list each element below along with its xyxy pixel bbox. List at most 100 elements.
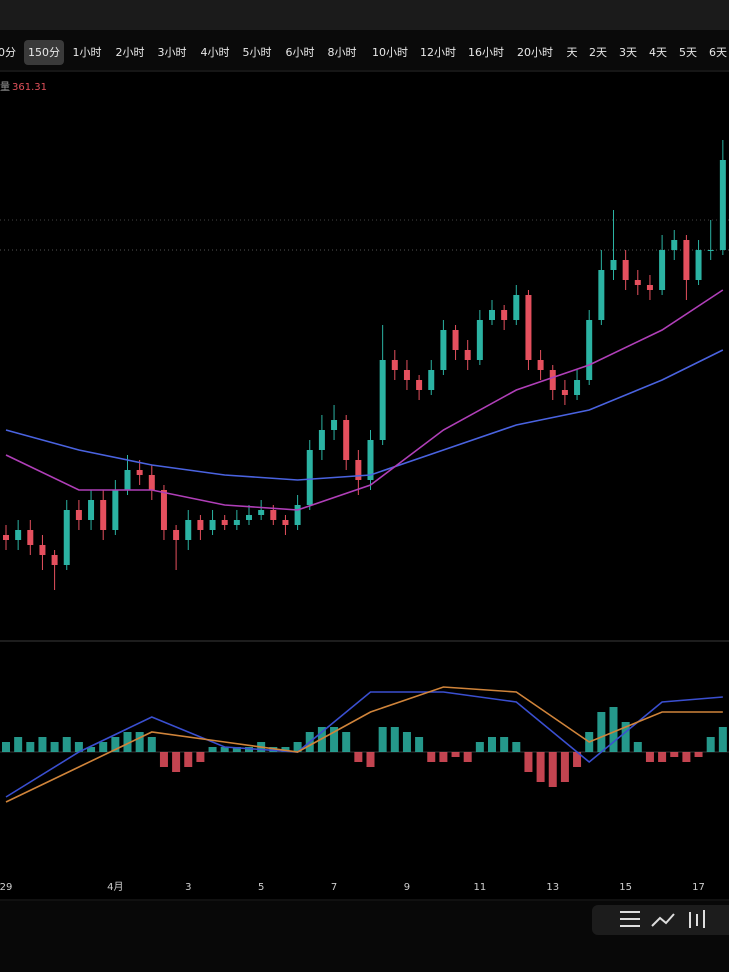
timeframe-tab[interactable]: 20小时 [517, 46, 553, 59]
macd-bar [87, 747, 96, 752]
candle-body [610, 260, 617, 270]
x-tick-label: 17 [692, 882, 705, 893]
macd-bar [402, 732, 411, 752]
candle-body [75, 510, 82, 520]
macd-bar [524, 752, 533, 772]
macd-bar [694, 752, 703, 757]
candle-body [100, 500, 107, 530]
candle-body [294, 505, 301, 525]
macd-bar [366, 752, 375, 767]
candle-body [719, 160, 726, 250]
candle-body [683, 240, 690, 280]
candle-body [318, 430, 325, 450]
icon-lines[interactable] [620, 911, 640, 927]
macd-bar [633, 742, 642, 752]
timeframe-tab[interactable]: 5天 [679, 46, 697, 59]
x-tick-label: 7 [331, 882, 337, 893]
macd-line [5, 691, 723, 798]
candle-body [367, 440, 374, 480]
timeframe-tab[interactable]: 6天 [709, 46, 727, 59]
candle-body [452, 330, 459, 350]
macd-bar [245, 747, 253, 752]
candle-body [39, 545, 46, 555]
candle-body [306, 450, 313, 505]
timeframe-bar [0, 30, 729, 70]
macd-bar [718, 727, 727, 752]
candle-body [598, 270, 605, 320]
x-tick-label: 3 [185, 882, 191, 893]
timeframe-tab[interactable]: 8小时 [328, 46, 357, 59]
icon-indicator[interactable] [689, 910, 705, 928]
macd-bar [488, 737, 496, 752]
macd-bar [147, 737, 156, 752]
timeframe-tab[interactable]: 12小时 [420, 46, 456, 59]
macd-bar [536, 752, 545, 782]
macd-bar [342, 732, 351, 752]
x-tick-label: 15 [619, 882, 632, 893]
candle-body [525, 295, 532, 360]
candle-body [707, 250, 714, 251]
candle-body [646, 285, 653, 290]
candle-body [197, 520, 204, 530]
timeframe-tab[interactable]: 4小时 [201, 46, 230, 59]
timeframe-tab[interactable]: 天 [567, 46, 578, 59]
candle-body [403, 370, 410, 380]
timeframe-tab[interactable]: 10小时 [372, 46, 408, 59]
candle-body [695, 250, 702, 280]
candle-body [221, 520, 228, 525]
candle-body [51, 555, 58, 565]
macd-bar [38, 737, 47, 752]
icon-draw[interactable] [651, 913, 675, 927]
macd-bar [14, 737, 23, 752]
macd-bar [330, 727, 339, 752]
candle-body [112, 490, 119, 530]
macd-bar [560, 752, 569, 782]
macd-bar [573, 752, 582, 767]
macd-bar [62, 737, 71, 752]
macd-bar [50, 742, 59, 752]
timeframe-tab[interactable]: 4天 [649, 46, 667, 59]
timeframe-tab[interactable]: 2天 [589, 46, 607, 59]
candle-body [343, 420, 350, 460]
macd-bar [220, 747, 229, 752]
macd-bar [475, 742, 484, 752]
x-tick-label: 29 [0, 882, 12, 893]
macd-bar [269, 747, 278, 752]
indicator-value: 361.31 [12, 82, 47, 93]
macd-bar [439, 752, 448, 762]
timeframe-tab[interactable]: 16小时 [468, 46, 504, 59]
macd-bar [123, 732, 132, 752]
candle-body [15, 530, 22, 540]
macd-bar [26, 742, 35, 752]
x-tick-label: 11 [473, 882, 486, 893]
candle-body [136, 470, 143, 475]
timeframe-tab[interactable]: 150分 [28, 46, 60, 59]
macd-bar [378, 727, 387, 752]
macd-bar [184, 752, 193, 767]
macd-bar [74, 742, 83, 752]
timeframe-tab[interactable]: 2小时 [116, 46, 145, 59]
macd-bar [172, 752, 181, 772]
timeframe-tab[interactable]: 6小时 [286, 46, 315, 59]
timeframe-tab[interactable]: 0分 [0, 46, 16, 59]
timeframe-tab[interactable]: 5小时 [243, 46, 272, 59]
candle-body [148, 475, 155, 490]
macd-bar [99, 742, 108, 752]
candle-body [489, 310, 495, 320]
tool-box [592, 905, 729, 935]
macd-bar [463, 752, 472, 762]
candle-body [416, 380, 423, 390]
timeframe-tab[interactable]: 3小时 [158, 46, 187, 59]
timeframe-tab[interactable]: 3天 [619, 46, 637, 59]
candle-body [173, 530, 180, 540]
macd-bar [208, 747, 217, 752]
timeframe-tab[interactable]: 1小时 [73, 46, 102, 59]
macd-bar [645, 752, 654, 762]
x-tick-label: 13 [546, 882, 559, 893]
candle-body [3, 535, 9, 540]
candle-body [63, 510, 70, 565]
candle-body [270, 510, 277, 520]
candle-body [258, 510, 265, 515]
candle-body [574, 380, 581, 395]
